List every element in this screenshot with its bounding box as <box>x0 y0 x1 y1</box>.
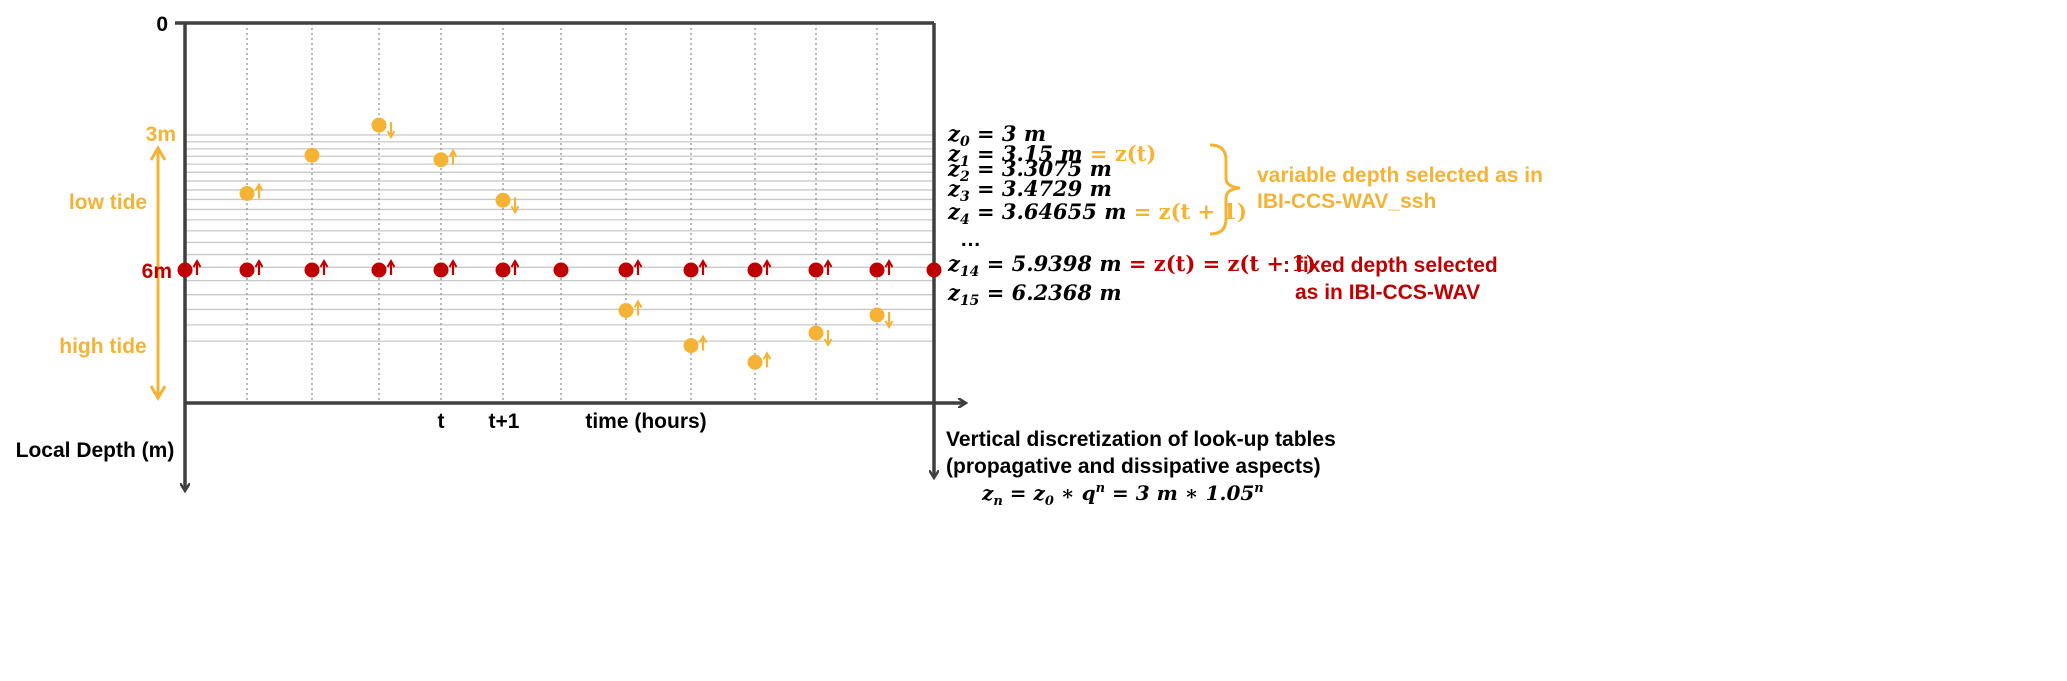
caption-line2: (propagative and dissipative aspects) <box>946 455 1321 478</box>
up-arrow-head <box>698 334 708 344</box>
fixed-depth-label-line1: : fixed depth selected <box>1283 254 1498 277</box>
variable-depth-point <box>683 338 699 354</box>
fixed-depth-point <box>433 262 449 278</box>
up-arrow-head <box>762 259 772 268</box>
up-arrow-head <box>633 259 643 268</box>
z1-suffix: = z(t) <box>1090 141 1156 166</box>
fixed-depth-point <box>177 262 193 278</box>
z14-suffix: = z(t) = z(t + 1) <box>1129 251 1316 276</box>
fixed-depth-point <box>808 262 824 278</box>
fixed-depth-point <box>304 262 320 278</box>
variable-depth-point <box>304 147 320 163</box>
fixed-depth-point <box>869 262 885 278</box>
low-tide-label: low tide <box>69 191 147 214</box>
variable-depth-point <box>808 325 824 341</box>
variable-depth-point <box>747 354 763 370</box>
x-tick-t1: t+1 <box>489 410 520 433</box>
variable-depth-point <box>869 307 885 323</box>
up-arrow-head <box>448 259 458 268</box>
z3-value: 3.4729 m <box>1002 176 1112 201</box>
high-tide-label: high tide <box>59 335 147 358</box>
fixed-depth-point <box>495 262 511 278</box>
z0-value: 3 m <box>1002 121 1046 146</box>
depth-grid-lines <box>185 134 934 342</box>
formula: zn = z0 ∗ qn = 3 m ∗ 1.05n <box>981 481 1264 509</box>
up-arrow-head <box>386 259 396 268</box>
x-axis-title: time (hours) <box>585 410 706 433</box>
variable-depth-point <box>239 186 255 201</box>
up-arrow-head <box>698 259 708 268</box>
caption-line1: Vertical discretization of look-up table… <box>946 428 1336 451</box>
z3-equation: z3 = 3.4729 m <box>947 176 1112 205</box>
fixed-depth-points <box>177 259 942 278</box>
up-arrow-head <box>319 259 329 268</box>
fixed-depth-point <box>926 262 942 278</box>
y-6m-label: 6m <box>142 260 172 283</box>
ellipsis: … <box>960 228 981 251</box>
up-arrow-head <box>823 259 833 268</box>
z15-value: 6.2368 m <box>1012 280 1122 305</box>
variable-depth-label-line2: IBI-CCS-WAV_ssh <box>1257 190 1436 213</box>
plot-frame <box>175 21 936 403</box>
fixed-depth-point <box>239 262 255 278</box>
down-arrow-head <box>510 205 520 215</box>
z14-equation: z14 = 5.9398 m = z(t) = z(t + 1) <box>947 251 1316 280</box>
up-arrow-head <box>884 259 894 268</box>
variable-depth-points <box>239 117 894 370</box>
z1-value: 3.15 m <box>1002 141 1083 166</box>
z0-equation: z0 = 3 m <box>947 121 1046 150</box>
up-arrow-head <box>254 182 264 192</box>
up-arrow-head <box>510 259 520 268</box>
z15-equation: z15 = 6.2368 m <box>947 280 1122 309</box>
time-grid-lines <box>246 23 878 403</box>
depth-level-list: z0 = 3 m z1 = 3.15 m = z(t) z2 = 3.3075 … <box>947 121 1316 309</box>
z2-equation: z2 = 3.3075 m <box>947 156 1112 185</box>
fixed-depth-point <box>553 262 569 278</box>
fixed-depth-point <box>747 262 763 278</box>
z4-equation: z4 = 3.64655 m = z(t + 1) <box>947 199 1247 228</box>
down-arrow-head <box>823 338 833 347</box>
variable-depth-point <box>495 192 511 208</box>
variable-depth-point <box>433 152 449 168</box>
up-arrow-head <box>448 148 458 158</box>
fixed-depth-point <box>683 262 699 278</box>
up-arrow-head <box>633 299 643 309</box>
z14-value: 5.9398 m <box>1012 251 1122 276</box>
up-arrow-head <box>192 259 202 268</box>
variable-depth-point <box>371 117 387 133</box>
z1-equation: z1 = 3.15 m = z(t) <box>947 141 1156 170</box>
up-arrow-head <box>762 351 772 360</box>
x-tick-t: t <box>438 410 445 433</box>
y-3m-label: 3m <box>146 123 176 146</box>
z2-value: 3.3075 m <box>1002 156 1112 181</box>
up-arrow-head <box>254 259 264 268</box>
down-arrow-head <box>884 320 894 329</box>
y-zero-label: 0 <box>156 13 168 36</box>
y-axis-title: Local Depth (m) <box>16 439 175 462</box>
z4-value: 3.64655 m <box>1002 199 1127 224</box>
variable-depth-label-line1: variable depth selected as in <box>1257 164 1543 187</box>
variable-depth-brace <box>1209 143 1241 236</box>
fixed-depth-point <box>618 262 634 278</box>
down-arrow-head <box>386 130 396 140</box>
tide-range-arrow <box>149 145 167 401</box>
variable-depth-point <box>618 303 634 318</box>
z4-suffix: = z(t + 1) <box>1134 199 1247 224</box>
fixed-depth-point <box>371 262 387 278</box>
fixed-depth-label-line2: as in IBI-CCS-WAV <box>1295 281 1480 304</box>
